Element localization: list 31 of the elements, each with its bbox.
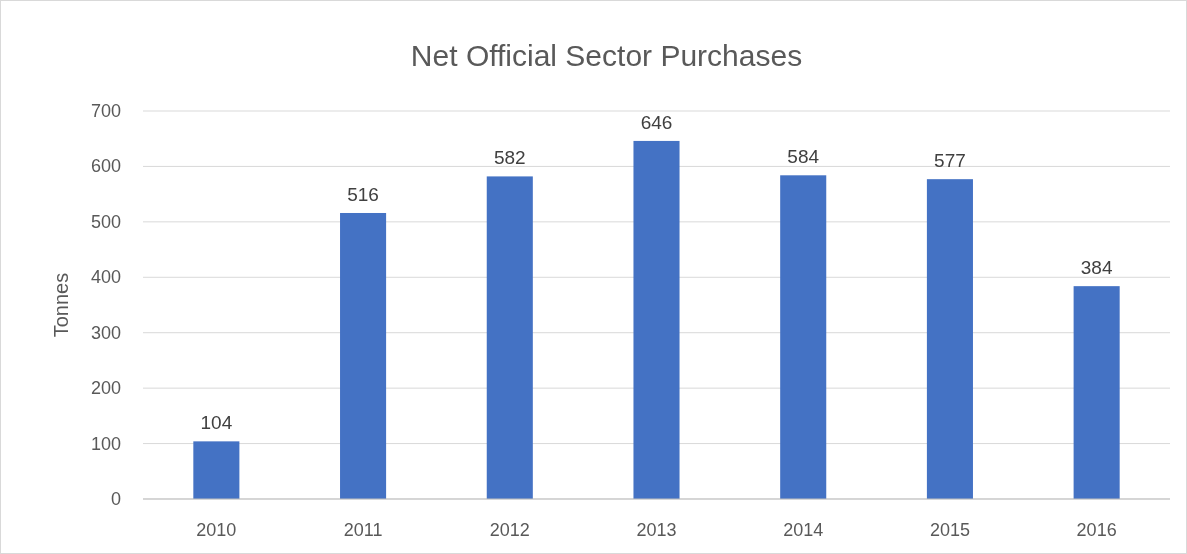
bar	[926, 179, 973, 499]
bar	[1073, 286, 1120, 499]
y-tick-label: 300	[90, 322, 121, 343]
x-tick-label: 2016	[1076, 520, 1117, 540]
x-tick-label: 2014	[783, 520, 824, 540]
chart-title: Net Official Sector Purchases	[410, 39, 803, 72]
data-label: 577	[934, 150, 966, 172]
x-tick-label: 2013	[636, 520, 677, 540]
x-tick-label: 2011	[343, 520, 383, 540]
data-label: 384	[1080, 257, 1113, 279]
data-label: 646	[640, 111, 673, 133]
x-tick-label: 2010	[196, 520, 237, 540]
data-label: 584	[787, 146, 820, 168]
data-label: 582	[493, 147, 526, 169]
y-tick-label: 600	[90, 156, 121, 177]
y-tick-label: 100	[90, 433, 121, 454]
bar	[193, 441, 240, 499]
y-tick-label: 200	[90, 378, 121, 399]
y-tick-label: 500	[90, 211, 121, 232]
y-tick-label: 700	[90, 101, 121, 121]
bar	[780, 175, 827, 499]
x-tick-label: 2012	[489, 520, 530, 540]
bar	[633, 140, 680, 499]
y-tick-label: 0	[110, 489, 121, 509]
data-label: 104	[200, 412, 233, 434]
bar	[486, 176, 533, 499]
bar	[340, 212, 387, 499]
x-tick-label: 2015	[929, 520, 970, 540]
y-tick-label: 400	[90, 267, 121, 288]
data-label: 516	[347, 183, 379, 205]
y-axis-title: Tonnes	[50, 272, 72, 338]
